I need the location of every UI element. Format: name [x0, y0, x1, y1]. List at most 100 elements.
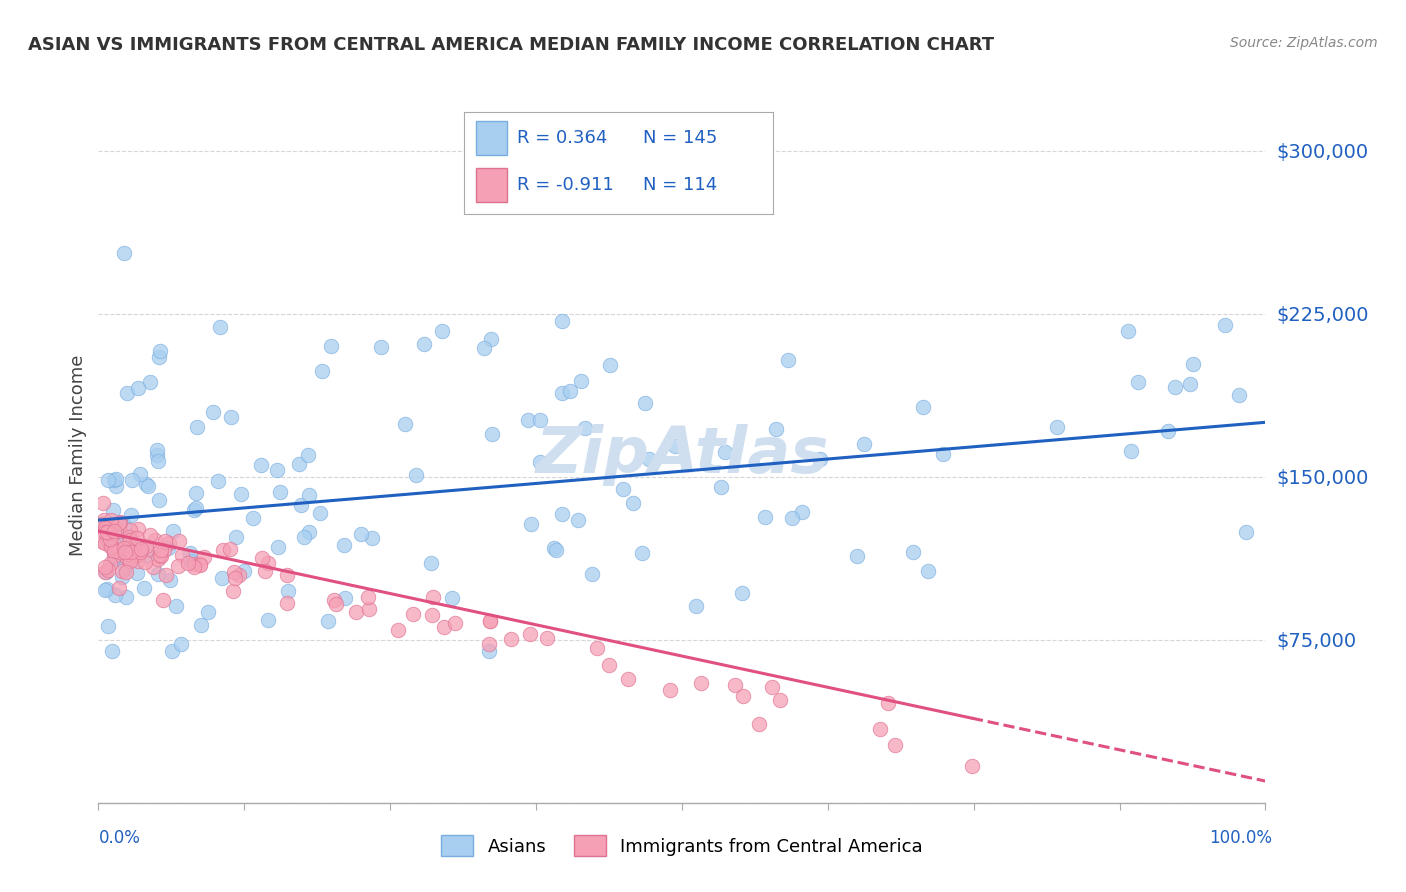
Point [394, 417, 416, 431]
Point [257, 613, 280, 627]
Point [519, 627, 541, 641]
Point [242, 511, 264, 525]
Point [145, 448, 167, 462]
Point [139, 375, 162, 389]
Point [167, 558, 190, 573]
Point [100, 540, 122, 554]
Text: R = -0.911: R = -0.911 [516, 176, 613, 194]
Point [311, 364, 333, 378]
Text: Source: ZipAtlas.com: Source: ZipAtlas.com [1230, 36, 1378, 50]
Point [543, 541, 565, 555]
Point [160, 643, 183, 657]
Point [155, 568, 177, 582]
Point [405, 467, 427, 482]
Point [135, 476, 157, 491]
Point [101, 540, 124, 554]
Point [98, 524, 121, 539]
Point [359, 601, 381, 615]
Point [277, 583, 299, 598]
Text: N = 114: N = 114 [644, 176, 717, 194]
Text: R = 0.364: R = 0.364 [516, 128, 607, 146]
Point [128, 467, 150, 481]
Point [115, 386, 138, 401]
Point [219, 410, 242, 425]
Point [664, 439, 686, 453]
Point [170, 548, 193, 562]
Point [165, 599, 187, 614]
Point [808, 451, 831, 466]
Point [98, 557, 121, 571]
Point [477, 637, 499, 651]
Point [98, 538, 121, 552]
Point [148, 351, 170, 365]
Point [1227, 388, 1250, 402]
Point [111, 570, 134, 584]
Point [111, 565, 134, 579]
Point [769, 693, 792, 707]
Point [107, 543, 129, 558]
Point [710, 480, 733, 494]
Point [257, 556, 280, 570]
Point [179, 546, 201, 560]
Point [222, 584, 245, 599]
Point [149, 549, 172, 563]
Point [149, 344, 172, 359]
Point [112, 518, 135, 533]
Point [529, 413, 551, 427]
Text: ZipAtlas: ZipAtlas [536, 424, 828, 486]
Point [120, 554, 142, 568]
Point [114, 532, 136, 546]
Point [517, 413, 540, 427]
Point [266, 463, 288, 477]
Point [430, 325, 453, 339]
Point [724, 678, 747, 692]
Point [101, 643, 124, 657]
Point [599, 359, 621, 373]
Point [94, 560, 117, 574]
Point [1119, 444, 1142, 458]
Point [846, 549, 869, 563]
Point [254, 564, 277, 578]
Point [107, 516, 129, 530]
Point [853, 437, 876, 451]
Point [91, 520, 114, 534]
Point [157, 536, 180, 550]
Point [323, 593, 346, 607]
Point [501, 632, 523, 647]
Point [433, 620, 456, 634]
Point [357, 590, 380, 604]
Point [159, 573, 181, 587]
Point [479, 614, 502, 628]
Point [276, 568, 298, 582]
Point [142, 560, 165, 574]
Point [529, 455, 551, 469]
Point [156, 541, 179, 556]
Point [105, 542, 128, 557]
Point [420, 556, 443, 570]
Point [316, 615, 339, 629]
Y-axis label: Median Family Income: Median Family Income [69, 354, 87, 556]
Point [170, 637, 193, 651]
Point [105, 551, 128, 566]
Point [761, 680, 783, 694]
Point [598, 658, 620, 673]
Point [149, 548, 172, 562]
Point [148, 492, 170, 507]
Text: ASIAN VS IMMIGRANTS FROM CENTRAL AMERICA MEDIAN FAMILY INCOME CORRELATION CHART: ASIAN VS IMMIGRANTS FROM CENTRAL AMERICA… [28, 36, 994, 54]
Point [569, 374, 592, 388]
Point [730, 586, 752, 600]
Point [440, 591, 463, 606]
Point [96, 582, 118, 597]
Point [117, 551, 139, 566]
Point [94, 536, 117, 550]
Point [104, 478, 127, 492]
Point [121, 474, 143, 488]
Point [110, 515, 132, 529]
Point [444, 616, 467, 631]
Point [98, 532, 121, 546]
Point [114, 545, 136, 559]
Point [91, 517, 114, 532]
Point [211, 542, 233, 557]
Point [420, 608, 443, 623]
Point [197, 605, 219, 619]
